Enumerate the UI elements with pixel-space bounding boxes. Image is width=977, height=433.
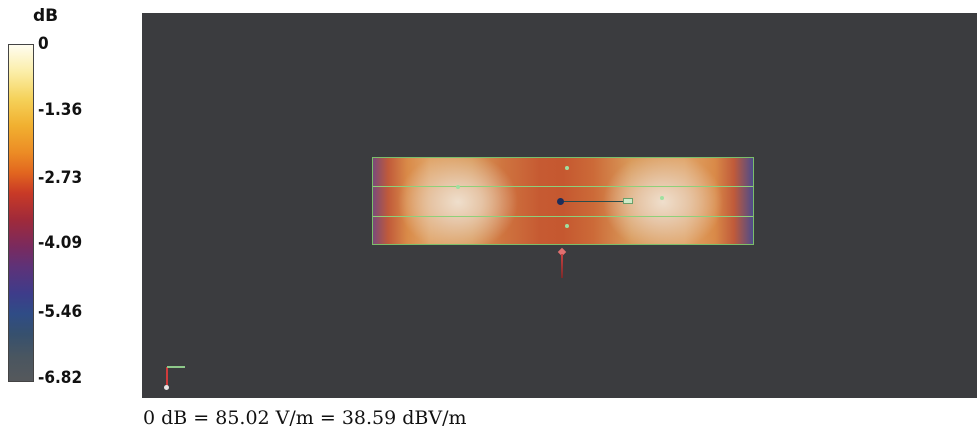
legend-tick-2: -2.73 [38,168,83,188]
axis-triad-origin-icon [164,385,169,390]
grid-line-lower [373,216,753,217]
legend-tick-5: -6.82 [38,368,83,388]
grid-marker [565,166,569,170]
legend-tick-1: -1.36 [38,100,83,120]
legend-tick-4: -5.46 [38,302,83,322]
probe-tip [623,198,633,204]
grid-marker [456,185,460,189]
reference-caption: 0 dB = 85.02 V/m = 38.59 dBV/m [143,407,467,429]
grid-marker [565,224,569,228]
legend-tick-0: 0 [38,34,49,54]
axis-triad-x-icon [167,366,185,368]
grid-marker [660,196,664,200]
probe-line [561,201,623,202]
field-distribution-block [372,157,754,245]
legend-color-bar [8,44,34,382]
field-viewport[interactable] [142,13,977,398]
grid-line-upper [373,186,753,187]
probe-center-point [557,198,564,205]
axis-triad-y-icon [166,367,168,389]
legend-tick-3: -4.09 [38,233,83,253]
axis-marker [561,254,563,278]
legend-unit: dB [33,6,59,26]
